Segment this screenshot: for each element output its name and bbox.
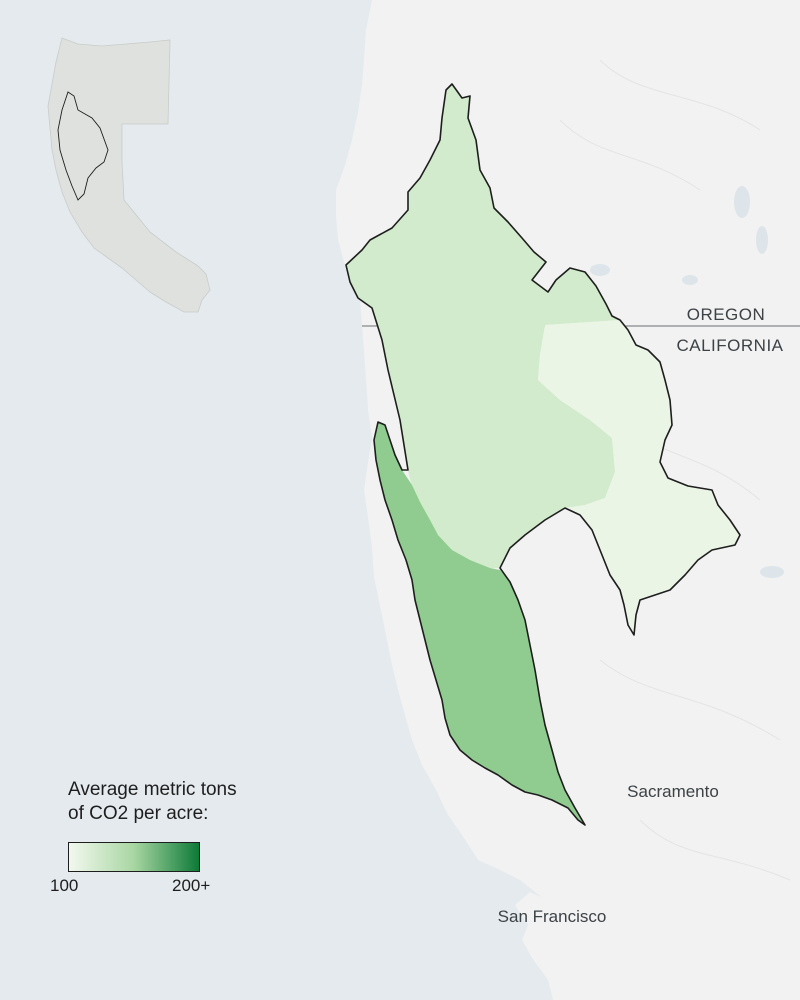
inset-oregon-california-shape (47, 37, 211, 313)
lakes (590, 186, 784, 578)
region-outline (345, 83, 741, 826)
legend-title-line1: Average metric tons (68, 779, 237, 800)
region-coast (374, 422, 585, 825)
legend-title-line2: of CO2 per acre: (68, 803, 209, 824)
label-oregon: OREGON (687, 305, 766, 324)
label-san-francisco: San Francisco (498, 907, 607, 926)
label-california: CALIFORNIA (676, 336, 783, 355)
region-north (346, 84, 620, 568)
label-sacramento: Sacramento (627, 782, 719, 801)
legend-gradient-bar (68, 842, 200, 872)
legend-max-label: 200+ (172, 876, 211, 895)
inset-region-outline (57, 91, 109, 201)
inset-locator-map (47, 37, 211, 313)
terrain-texture (559, 59, 791, 881)
region-east (538, 320, 740, 635)
legend-title: Average metric tons of CO2 per acre: (68, 778, 328, 826)
legend-min-label: 100 (50, 876, 79, 895)
